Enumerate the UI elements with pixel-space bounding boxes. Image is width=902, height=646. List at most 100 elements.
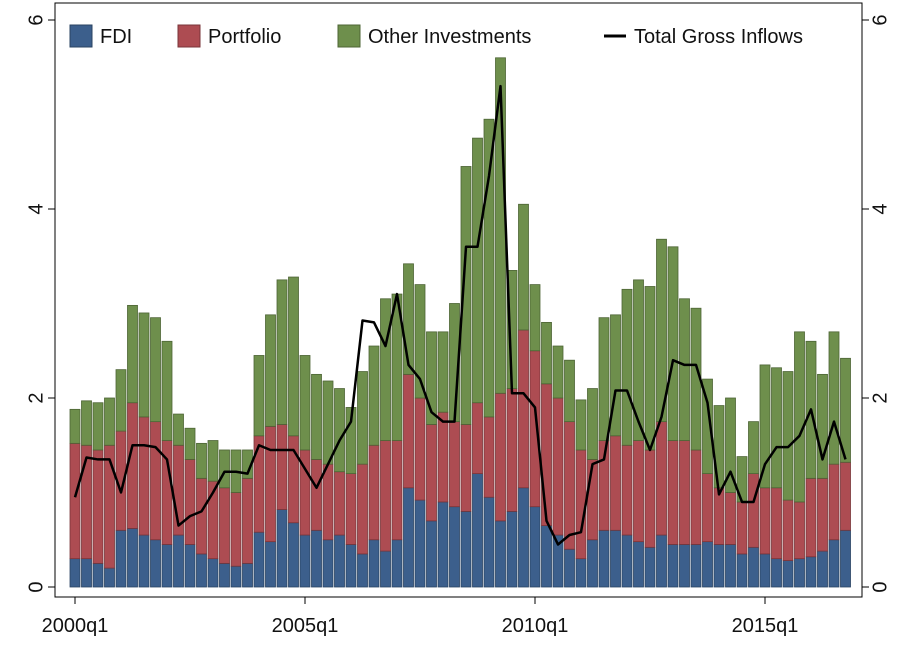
bar-segment <box>127 402 138 529</box>
bar-segment <box>81 558 92 588</box>
bar-segment <box>380 298 391 441</box>
legend-label: FDI <box>100 26 132 48</box>
bar-segment <box>552 397 564 536</box>
bar-segment <box>667 246 679 441</box>
bar-segment <box>92 562 104 588</box>
bar-segment <box>621 288 633 446</box>
bar-segment <box>840 529 851 588</box>
bar-segment <box>771 558 782 588</box>
bar-segment <box>230 492 242 567</box>
bar-segment <box>426 424 437 522</box>
bar-segment <box>426 520 437 588</box>
legend-label: Portfolio <box>208 26 281 48</box>
bar-segment <box>368 444 380 541</box>
x-tick-label: 2015q1 <box>732 615 799 637</box>
bar-segment <box>150 539 161 588</box>
bar-segment <box>610 435 621 531</box>
bar-segment <box>794 558 805 588</box>
bar-segment <box>702 378 713 475</box>
bar-segment <box>644 546 656 588</box>
legend-swatch <box>69 24 93 48</box>
legend-label: Total Gross Inflows <box>634 26 803 48</box>
bar-segment <box>598 317 610 441</box>
bar-segment <box>759 553 771 588</box>
bar-segment <box>690 449 702 545</box>
bar-segment <box>115 369 127 432</box>
bar-segment <box>230 565 242 588</box>
bar-segment <box>667 544 679 588</box>
bar-segment <box>782 499 794 561</box>
bar-segment <box>391 440 403 541</box>
bar-segment <box>242 562 253 588</box>
bar-segment <box>460 510 472 588</box>
bar-segment <box>679 298 690 441</box>
bar-segment <box>104 567 115 588</box>
bar-segment <box>184 544 196 588</box>
bar-segment <box>196 442 207 479</box>
bar-segment <box>633 440 644 543</box>
bar-segment <box>529 284 541 352</box>
bar-segment <box>161 340 173 441</box>
bar-segment <box>541 525 552 588</box>
bar-segment <box>495 520 506 588</box>
bar-segment <box>759 364 771 489</box>
bar-segment <box>598 529 610 588</box>
bar-segment <box>138 416 150 536</box>
bar-segment <box>127 304 138 404</box>
bar-segment <box>759 487 771 555</box>
x-tick-label: 2010q1 <box>502 615 569 637</box>
y-tick-label: 4 <box>25 203 47 214</box>
bar-segment <box>587 388 598 460</box>
bar-segment <box>483 496 495 588</box>
legend-swatch <box>177 24 201 48</box>
bar-segment <box>288 276 299 437</box>
bar-segment <box>299 355 311 451</box>
y-tick-label: 6 <box>25 14 47 25</box>
bar-segment <box>748 546 759 588</box>
bar-segment <box>253 531 265 588</box>
bar-segment <box>345 544 357 588</box>
bar-segment <box>771 487 782 560</box>
bar-segment <box>104 397 115 446</box>
bar-segment <box>564 548 575 588</box>
bar-segment <box>426 331 437 425</box>
bar-segment <box>276 424 288 510</box>
bar-segment <box>414 284 426 399</box>
bar-segment <box>207 558 219 588</box>
bar-segment <box>621 534 633 588</box>
bar-segment <box>656 238 667 423</box>
bar-segment <box>460 424 472 512</box>
bar-segment <box>276 509 288 588</box>
y2-tick-label: 0 <box>869 581 891 592</box>
bar-segment <box>817 477 828 552</box>
bar-segment <box>610 529 621 588</box>
bar-segment <box>828 539 840 588</box>
bar-segment <box>679 544 690 588</box>
bar-segment <box>150 317 161 423</box>
bar-segment <box>380 440 391 552</box>
legend-swatch <box>337 24 361 48</box>
bar-segment <box>518 487 529 588</box>
bar-segment <box>736 553 748 588</box>
bar-segment <box>265 541 276 588</box>
bar-segment <box>794 501 805 560</box>
bar-segment <box>69 442 81 560</box>
bar-segment <box>184 459 196 545</box>
bar-segment <box>345 407 357 475</box>
bar-segment <box>805 477 817 558</box>
bar-segment <box>449 506 460 588</box>
bar-segment <box>529 350 541 508</box>
bar-segment <box>357 463 368 555</box>
bar-segment <box>541 383 552 526</box>
y2-tick-label: 6 <box>869 14 891 25</box>
bar-segment <box>541 321 552 385</box>
bar-segment <box>219 487 230 564</box>
bar-segment <box>334 471 345 536</box>
bar-segment <box>690 544 702 588</box>
bar-segment <box>495 392 506 522</box>
bar-segment <box>748 473 759 548</box>
bar-segment <box>334 388 345 473</box>
bar-segment <box>748 421 759 474</box>
bar-segment <box>564 359 575 423</box>
bar-segment <box>311 459 322 531</box>
